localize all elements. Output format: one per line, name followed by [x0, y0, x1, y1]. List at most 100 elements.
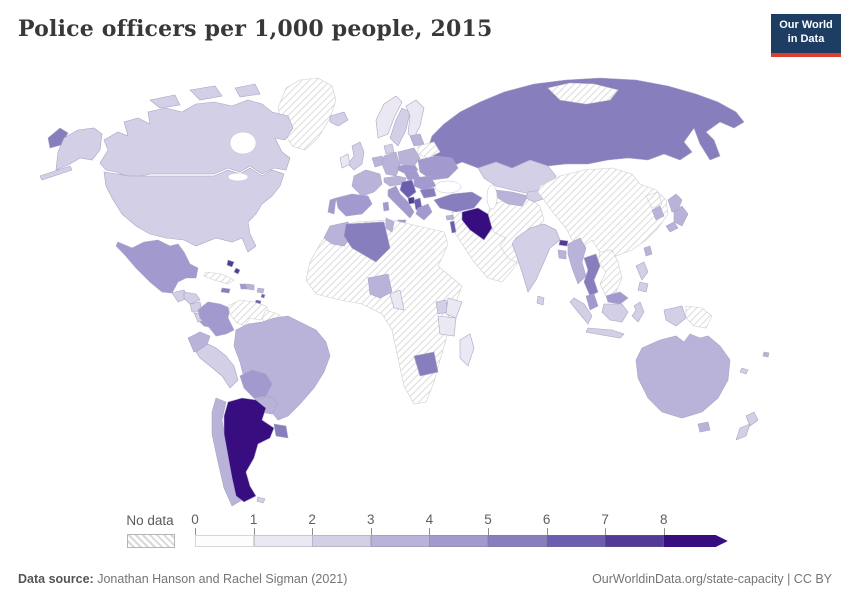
country-south_korea[interactable]: [651, 205, 665, 221]
legend-bucket-3-4[interactable]: [370, 535, 430, 547]
legend-bucket-5-6[interactable]: [488, 535, 548, 547]
legend-bucket-4-5[interactable]: [429, 535, 489, 547]
country-bahamas[interactable]: [226, 259, 241, 275]
country-taiwan[interactable]: [643, 245, 653, 257]
country-norway[interactable]: [375, 95, 403, 139]
legend-bucket-0-1[interactable]: [195, 535, 255, 547]
country-uzbekistan_turkmenistan[interactable]: [495, 189, 529, 207]
legend-tick-mark: [663, 528, 665, 535]
country-cuba[interactable]: [203, 271, 235, 285]
legend-no-data-swatch[interactable]: [127, 534, 175, 548]
country-vietnam_laos_cambodia[interactable]: [597, 249, 623, 297]
sea-area: [229, 131, 257, 155]
country-lesser_antilles[interactable]: [260, 293, 266, 299]
country-cameroon[interactable]: [389, 289, 405, 311]
country-bhutan[interactable]: [558, 239, 569, 247]
country-papua_new_guinea[interactable]: [685, 305, 713, 329]
legend-no-data-label: No data: [126, 513, 174, 528]
country-ireland[interactable]: [339, 153, 351, 169]
country-peru[interactable]: [195, 343, 239, 389]
country-belarus[interactable]: [417, 141, 441, 159]
country-fiji[interactable]: [762, 351, 770, 358]
country-japan[interactable]: [665, 193, 689, 233]
country-myanmar[interactable]: [567, 237, 587, 285]
data-source-value: Jonathan Hanson and Rachel Sigman (2021): [97, 572, 348, 586]
legend-tick-label-7: 7: [601, 512, 609, 527]
country-poland[interactable]: [397, 147, 421, 167]
country-iceland[interactable]: [329, 111, 349, 127]
legend-tick-mark: [195, 528, 196, 535]
country-tanzania[interactable]: [437, 315, 457, 337]
country-united_kingdom[interactable]: [347, 141, 365, 171]
country-greece[interactable]: [415, 203, 433, 221]
country-mexico[interactable]: [115, 239, 199, 294]
legend-bucket-8+[interactable]: [663, 535, 728, 547]
country-jamaica[interactable]: [220, 287, 231, 294]
country-nigeria[interactable]: [367, 273, 393, 299]
country-dominican_republic[interactable]: [246, 283, 255, 291]
country-tunisia[interactable]: [385, 217, 395, 233]
country-spain[interactable]: [335, 193, 373, 217]
country-israel_lebanon[interactable]: [449, 220, 457, 234]
country-germany[interactable]: [381, 151, 401, 177]
country-portugal[interactable]: [327, 197, 337, 215]
country-croatia_serbia_bosnia[interactable]: [399, 179, 417, 199]
country-kenya[interactable]: [445, 297, 463, 319]
country-svalbard[interactable]: [547, 82, 619, 105]
country-india[interactable]: [511, 223, 561, 293]
sea-area: [486, 184, 498, 210]
country-uruguay[interactable]: [273, 423, 289, 439]
country-algeria[interactable]: [343, 221, 391, 263]
country-bulgaria[interactable]: [419, 187, 437, 199]
data-source-note: Data source: Jonathan Hanson and Rachel …: [18, 572, 347, 586]
country-malaysia[interactable]: [585, 291, 629, 311]
legend-tick-mark: [370, 528, 372, 535]
country-romania[interactable]: [413, 175, 437, 191]
country-greenland[interactable]: [277, 77, 337, 151]
country-falkland_islands[interactable]: [256, 496, 266, 504]
country-ukraine[interactable]: [417, 155, 459, 181]
country-australia[interactable]: [635, 333, 731, 433]
map-legend: No data 0 1 2 3 4 5 6 7 8: [0, 512, 850, 560]
country-cyprus[interactable]: [445, 214, 455, 221]
legend-tick-mark: [546, 528, 548, 535]
country-puerto_rico[interactable]: [256, 287, 265, 294]
country-canada[interactable]: [99, 83, 294, 179]
country-new_caledonia[interactable]: [739, 367, 749, 375]
country-botswana[interactable]: [413, 351, 439, 377]
country-france[interactable]: [351, 169, 383, 197]
country-madagascar[interactable]: [459, 333, 475, 367]
country-bolivia[interactable]: [239, 369, 273, 399]
legend-bucket-6-7[interactable]: [546, 535, 606, 547]
country-bangladesh[interactable]: [557, 249, 567, 260]
legend-bucket-1-2[interactable]: [253, 535, 313, 547]
legend-bucket-2-3[interactable]: [312, 535, 372, 547]
country-usa[interactable]: [39, 127, 285, 253]
page-title: Police officers per 1,000 people, 2015: [18, 16, 493, 42]
country-argentina[interactable]: [223, 397, 275, 503]
country-honduras[interactable]: [183, 291, 201, 305]
country-north_korea[interactable]: [645, 191, 663, 209]
legend-tick-label-0: 0: [191, 512, 199, 527]
country-china_mongolia[interactable]: [537, 167, 669, 257]
country-philippines[interactable]: [635, 261, 649, 293]
country-new_zealand[interactable]: [735, 411, 759, 441]
country-haiti[interactable]: [239, 283, 248, 290]
credit-link[interactable]: OurWorldinData.org/state-capacity | CC B…: [592, 572, 832, 586]
country-colombia[interactable]: [197, 301, 235, 337]
country-turkey[interactable]: [433, 191, 483, 213]
country-denmark[interactable]: [383, 143, 395, 155]
country-venezuela[interactable]: [227, 299, 271, 327]
country-baltic_states[interactable]: [409, 133, 425, 147]
legend-tick-label-4: 4: [425, 512, 434, 527]
country-iraq[interactable]: [461, 207, 493, 241]
country-indonesia[interactable]: [569, 297, 687, 339]
country-sri_lanka[interactable]: [536, 295, 545, 306]
legend-tick-label-6: 6: [542, 512, 551, 527]
sea-area: [434, 180, 462, 194]
country-thailand[interactable]: [583, 253, 601, 297]
legend-bucket-7-8[interactable]: [605, 535, 665, 547]
owid-logo[interactable]: Our World in Data: [771, 14, 841, 57]
